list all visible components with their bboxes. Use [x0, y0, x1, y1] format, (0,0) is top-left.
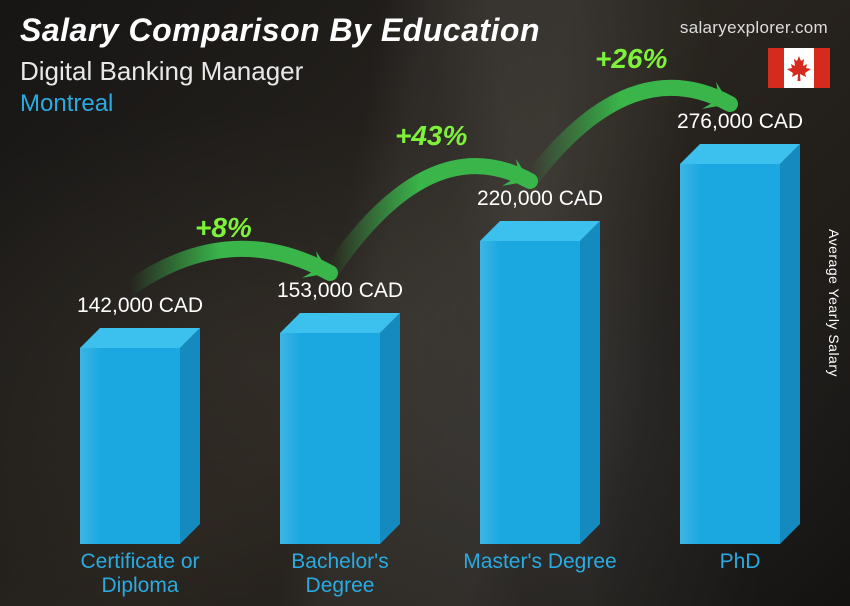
bar-category-label: Master's Degree	[460, 550, 620, 574]
bar-top	[80, 328, 200, 348]
canada-flag-icon	[768, 48, 830, 88]
bar-side	[580, 221, 600, 544]
chart-location: Montreal	[20, 90, 113, 118]
content-layer: Salary Comparison By Education Digital B…	[0, 0, 850, 606]
bar-group: 276,000 CADPhD	[680, 164, 800, 544]
bar-front	[280, 333, 380, 544]
bar-group: 153,000 CADBachelor's Degree	[280, 333, 400, 544]
increase-pct-label: +43%	[395, 120, 467, 152]
bar-group: 142,000 CADCertificate or Diploma	[80, 348, 200, 544]
chart-title: Salary Comparison By Education	[20, 12, 540, 49]
bar-side	[780, 144, 800, 544]
y-axis-label: Average Yearly Salary	[826, 229, 842, 377]
increase-pct-label: +8%	[195, 212, 252, 244]
bar-category-label: Bachelor's Degree	[260, 550, 420, 598]
bar-front	[80, 348, 180, 544]
bar-side	[180, 328, 200, 544]
bar-top	[280, 313, 400, 333]
increase-arrow: +26%	[510, 19, 750, 201]
bar-chart: 142,000 CADCertificate or Diploma 153,000…	[30, 134, 800, 544]
bar-front	[680, 164, 780, 544]
chart-subtitle: Digital Banking Manager	[20, 56, 303, 87]
bar-category-label: Certificate or Diploma	[60, 550, 220, 598]
increase-pct-label: +26%	[595, 43, 667, 75]
bar-side	[380, 313, 400, 544]
bar-category-label: PhD	[660, 550, 820, 574]
